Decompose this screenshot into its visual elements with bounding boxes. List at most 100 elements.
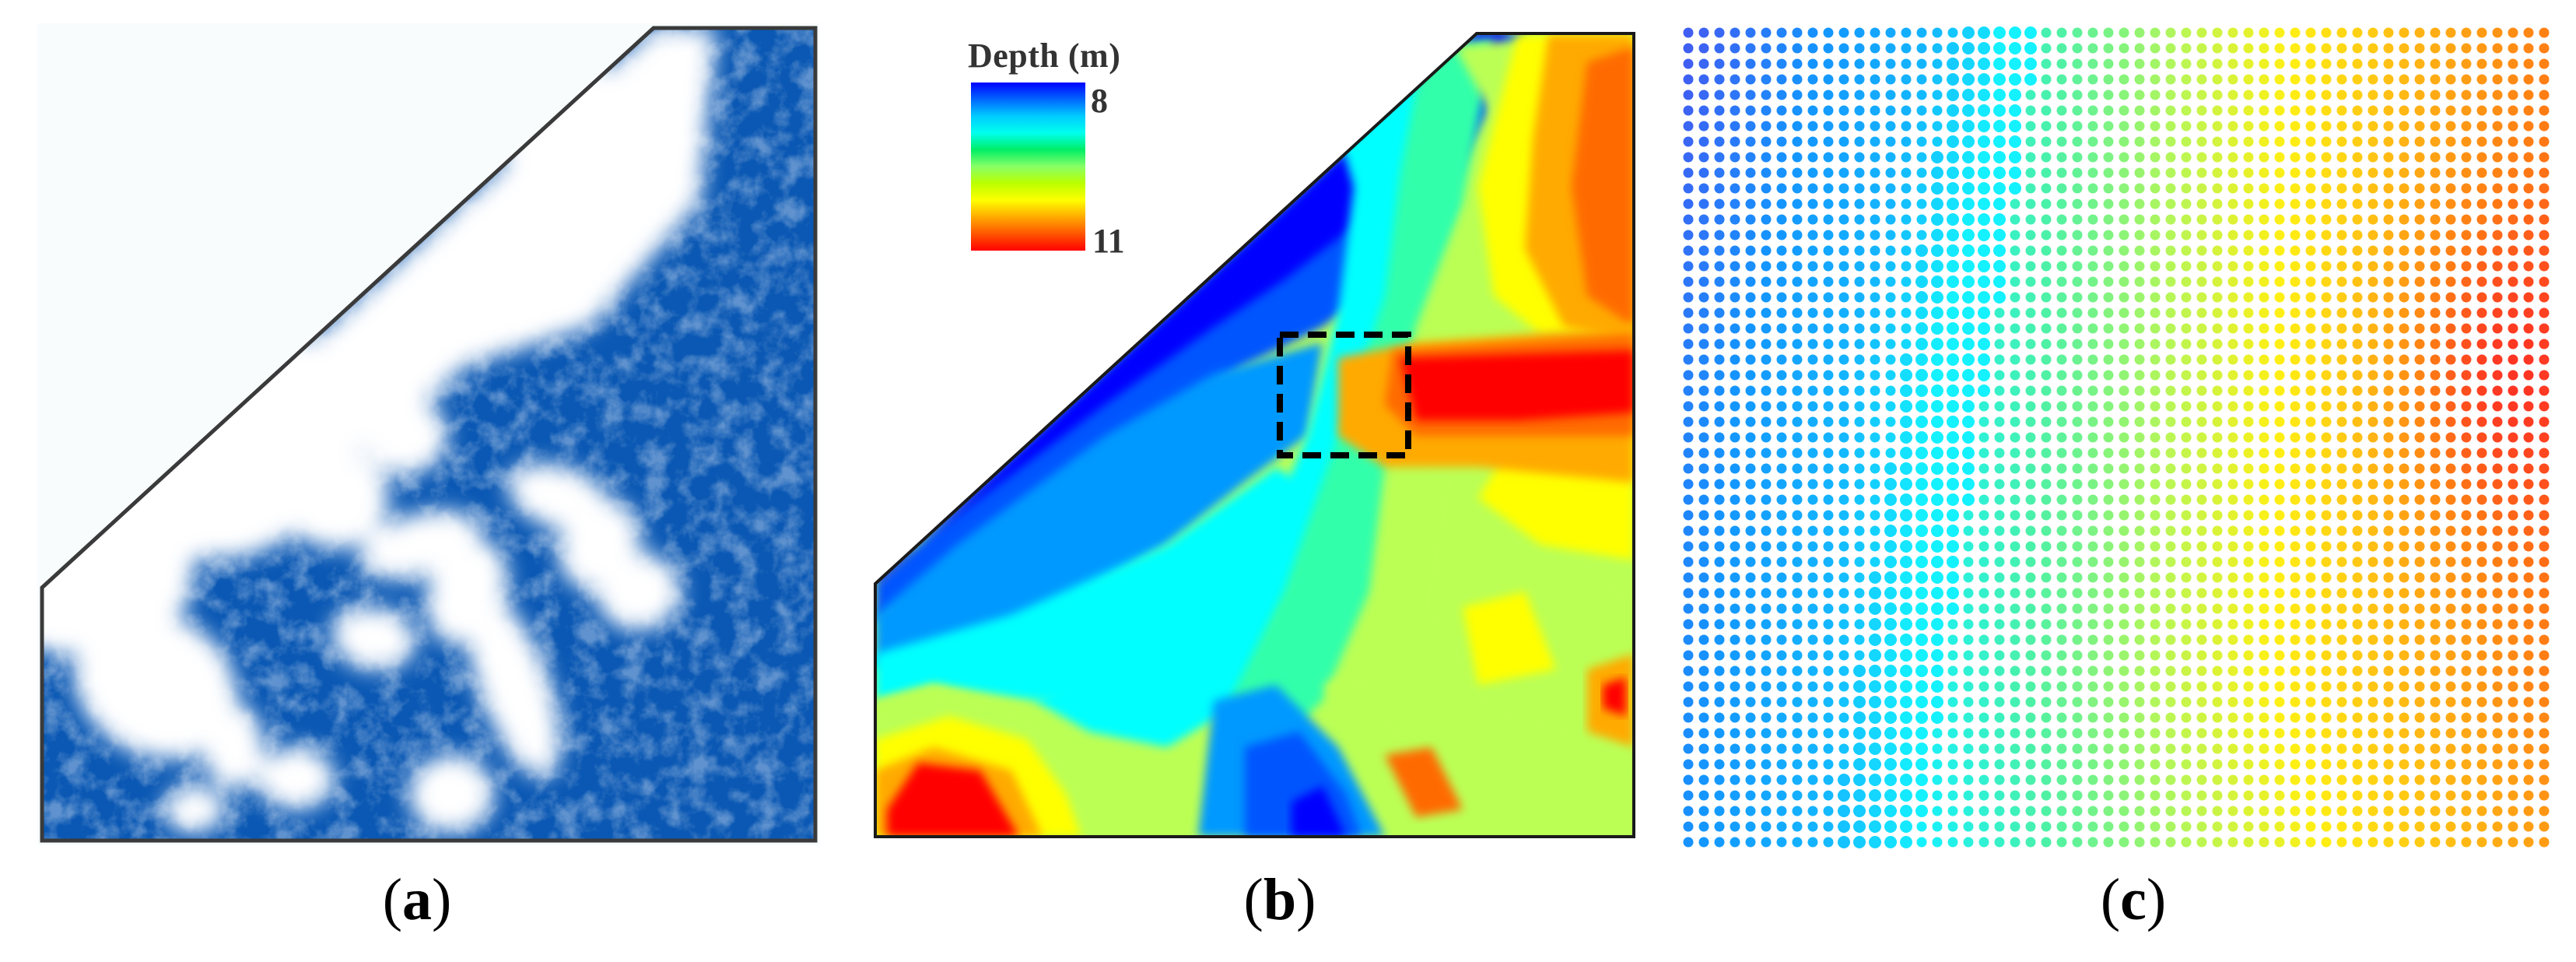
depth-point	[2476, 448, 2487, 458]
depth-point	[2430, 821, 2441, 832]
depth-point	[2383, 339, 2394, 349]
depth-point	[2430, 214, 2441, 225]
depth-point	[2056, 603, 2067, 614]
depth-point	[2181, 183, 2192, 194]
depth-point	[2041, 541, 2052, 552]
depth-point	[2072, 510, 2083, 521]
depth-point	[1807, 27, 1818, 38]
depth-point	[2227, 370, 2238, 381]
depth-point	[1807, 448, 1818, 458]
depth-point	[2196, 759, 2207, 770]
depth-point	[2150, 152, 2161, 163]
depth-point	[1714, 665, 1725, 676]
depth-point	[2119, 510, 2129, 521]
depth-point	[2399, 681, 2410, 692]
depth-point	[1854, 354, 1865, 365]
depth-point	[1916, 105, 1927, 116]
depth-point	[2243, 432, 2254, 443]
depth-point	[2025, 463, 2036, 474]
depth-point	[1915, 509, 1928, 521]
depth-point	[2134, 385, 2145, 396]
depth-point	[2087, 697, 2098, 707]
depth-point	[1993, 229, 2006, 241]
depth-point	[1714, 323, 1725, 334]
depth-point	[2119, 121, 2129, 132]
depth-point	[2274, 245, 2285, 256]
depth-point	[2508, 603, 2518, 614]
depth-point	[2476, 463, 2487, 474]
depth-point	[1916, 152, 1927, 163]
depth-point	[1807, 743, 1818, 754]
depth-point	[2119, 292, 2129, 303]
depth-point	[1900, 649, 1912, 662]
depth-point	[2539, 774, 2550, 785]
depth-point	[1807, 230, 1818, 240]
depth-point	[2010, 728, 2020, 739]
depth-point	[1807, 619, 1818, 630]
depth-point	[1792, 354, 1803, 365]
depth-point	[1931, 618, 1943, 630]
depth-point	[2087, 121, 2098, 132]
depth-point	[2103, 790, 2114, 801]
depth-point	[2445, 665, 2456, 676]
depth-point	[1947, 89, 1959, 101]
depth-point	[1683, 759, 1694, 770]
depth-point	[1776, 525, 1787, 536]
depth-point	[1792, 121, 1803, 132]
depth-point	[2399, 416, 2410, 427]
depth-point	[2367, 619, 2378, 630]
legend-title: Depth (m)	[968, 37, 1121, 75]
depth-point	[2103, 619, 2114, 630]
depth-point	[2492, 416, 2503, 427]
depth-point	[2056, 198, 2067, 209]
depth-point	[2227, 416, 2238, 427]
depth-point	[1915, 260, 1928, 272]
depth-point	[1838, 448, 1849, 458]
depth-point	[1963, 588, 1974, 599]
caption-close-paren: )	[2146, 867, 2167, 932]
depth-point	[2087, 588, 2098, 599]
depth-point	[1838, 463, 1849, 474]
depth-point	[2165, 323, 2176, 334]
depth-point	[2181, 790, 2192, 801]
depth-point	[2072, 339, 2083, 349]
depth-point	[2305, 837, 2316, 848]
depth-point	[2414, 603, 2425, 614]
depth-point	[2119, 43, 2129, 54]
depth-point	[1683, 541, 1694, 552]
depth-point	[1931, 307, 1943, 319]
depth-point	[2539, 90, 2550, 100]
depth-point	[2087, 90, 2098, 100]
depth-point	[2134, 697, 2145, 707]
depth-point	[2243, 697, 2254, 707]
depth-point	[2290, 634, 2301, 645]
depth-point	[1870, 230, 1880, 240]
depth-point	[2196, 214, 2207, 225]
depth-point	[2383, 494, 2394, 505]
depth-point	[1698, 307, 1709, 318]
depth-point	[2103, 401, 2114, 412]
depth-point	[1947, 338, 1959, 350]
depth-point	[2321, 619, 2332, 630]
depth-point	[2445, 307, 2456, 318]
caption-close-paren: )	[432, 867, 452, 932]
depth-point	[1994, 448, 2005, 458]
depth-point	[1870, 121, 1880, 132]
depth-point	[1932, 74, 1943, 85]
depth-point	[2461, 323, 2472, 334]
depth-point	[2523, 307, 2534, 318]
depth-point	[2227, 27, 2238, 38]
depth-point	[2025, 665, 2036, 676]
depth-point	[2243, 494, 2254, 505]
depth-point	[2259, 463, 2269, 474]
depth-point	[1838, 805, 1850, 817]
depth-point	[2399, 806, 2410, 816]
depth-point	[1993, 291, 2006, 304]
depth-point	[1853, 805, 1866, 817]
depth-point	[1853, 680, 1866, 693]
water-classification-map	[37, 23, 820, 845]
depth-point	[1823, 416, 1834, 427]
depth-point	[2367, 743, 2378, 754]
depth-point	[2087, 603, 2098, 614]
depth-point	[2212, 588, 2223, 599]
